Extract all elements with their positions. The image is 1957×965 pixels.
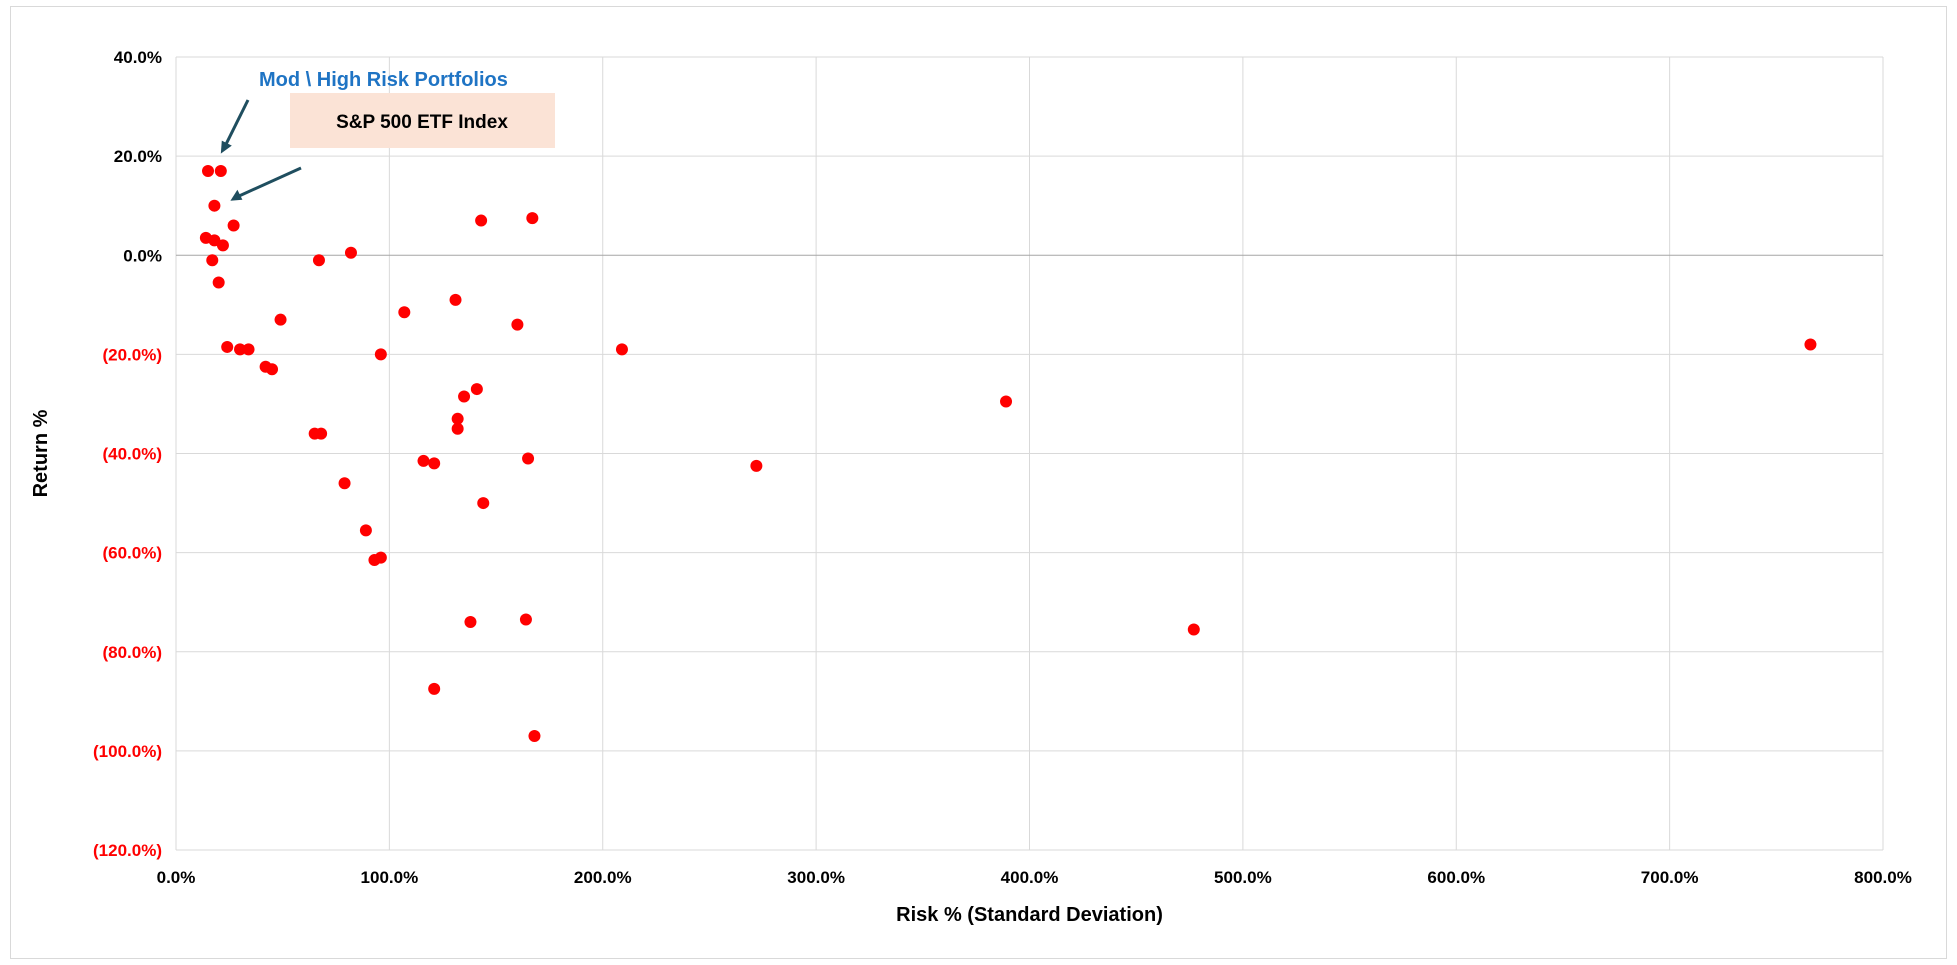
y-axis-title: Return % — [30, 409, 52, 497]
data-point — [266, 363, 279, 376]
data-point — [312, 254, 325, 267]
data-point — [475, 214, 488, 227]
gridlines — [175, 56, 1884, 851]
data-point — [477, 497, 490, 510]
data-point — [458, 390, 471, 403]
annotations: Mod \ High Risk Portfolios S&P 500 ETF I… — [220, 69, 555, 201]
x-tick-label: 800.0% — [1854, 868, 1912, 887]
data-point — [522, 452, 535, 465]
x-tick-label: 0.0% — [157, 868, 196, 887]
y-tick-label: 40.0% — [114, 48, 162, 67]
data-point — [451, 412, 464, 425]
data-point — [428, 682, 441, 695]
arrowhead-sp500-icon — [230, 189, 243, 201]
data-point — [511, 318, 524, 331]
x-tick-label: 400.0% — [1001, 868, 1059, 887]
x-tick-label: 600.0% — [1427, 868, 1485, 887]
x-tick-label: 300.0% — [787, 868, 845, 887]
data-point — [417, 454, 430, 467]
data-point — [234, 343, 247, 356]
arrow-mod-high-risk-icon — [223, 99, 250, 148]
annotation-sp500: S&P 500 ETF Index — [336, 112, 508, 133]
chart-area: 0.0% 100.0% 200.0% 300.0% 400.0% 500.0% 600.0%… — [10, 6, 1947, 959]
tick-labels: 0.0% 100.0% 200.0% 300.0% 400.0% 500.0% 600.0%… — [93, 48, 1912, 887]
data-point — [398, 306, 411, 319]
data-point — [374, 348, 387, 361]
data-point — [359, 524, 372, 537]
y-tick-label: (60.0%) — [102, 544, 162, 563]
data-point — [750, 459, 763, 472]
data-point — [202, 164, 215, 177]
data-points — [199, 164, 1817, 743]
y-tick-label: (40.0%) — [102, 445, 162, 464]
x-tick-label: 200.0% — [574, 868, 632, 887]
data-point — [208, 199, 221, 212]
y-tick-label: (20.0%) — [102, 345, 162, 364]
y-tick-label: (80.0%) — [102, 643, 162, 662]
data-point — [615, 343, 628, 356]
data-point — [1804, 338, 1817, 351]
data-point — [274, 313, 287, 326]
data-point — [464, 616, 477, 629]
x-tick-label: 100.0% — [361, 868, 419, 887]
data-point — [519, 613, 532, 626]
data-point — [338, 477, 351, 490]
y-tick-label: 20.0% — [114, 147, 162, 166]
data-point — [451, 422, 464, 435]
x-tick-label: 500.0% — [1214, 868, 1272, 887]
data-point — [526, 212, 539, 225]
data-point — [242, 343, 255, 356]
data-point — [206, 254, 219, 267]
data-point — [470, 383, 483, 396]
y-tick-label: (100.0%) — [93, 742, 162, 761]
y-tick-label: (120.0%) — [93, 841, 162, 860]
x-axis-title: Risk % (Standard Deviation) — [896, 904, 1163, 926]
data-point — [1187, 623, 1200, 636]
y-tick-label: 0.0% — [123, 246, 162, 265]
data-point — [315, 427, 328, 440]
data-point — [1000, 395, 1013, 408]
data-point — [216, 239, 229, 252]
data-point — [374, 551, 387, 564]
data-point — [214, 164, 227, 177]
data-point — [428, 457, 441, 470]
data-point — [344, 246, 357, 259]
data-point — [227, 219, 240, 232]
arrowhead-mod-high-risk-icon — [220, 140, 232, 154]
data-point — [212, 276, 225, 289]
annotation-mod-high-risk: Mod \ High Risk Portfolios — [259, 69, 508, 91]
arrow-sp500-icon — [236, 166, 302, 199]
x-tick-label: 700.0% — [1641, 868, 1699, 887]
data-point — [449, 293, 462, 306]
data-point — [528, 730, 541, 743]
data-point — [221, 340, 234, 353]
annotation-sp500-callout-box — [290, 93, 555, 148]
scatter-chart: 0.0% 100.0% 200.0% 300.0% 400.0% 500.0% 600.0%… — [30, 48, 1912, 926]
